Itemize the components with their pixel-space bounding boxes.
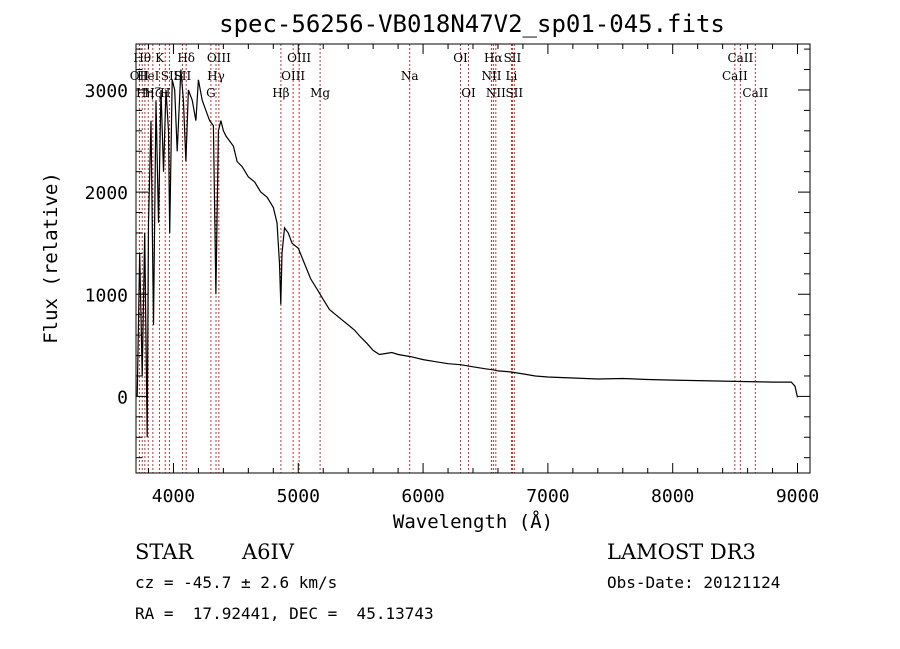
object-class: STAR <box>135 540 194 564</box>
spectral-line-markers <box>138 44 756 473</box>
y-axis-ticks: 0 1000 2000 3000 <box>85 48 810 459</box>
spectral-line-label-1: Hθ <box>133 51 151 65</box>
spectral-line-label-4: Hζ <box>144 86 161 100</box>
spectral-line-label-19: OI <box>461 86 476 100</box>
survey-name: LAMOST DR3 <box>607 540 756 564</box>
redshift-cz: cz = -45.7 ± 2.6 km/s <box>135 573 337 592</box>
spectral-line-label-6: H <box>160 86 170 100</box>
observation-date: Obs-Date: 20121124 <box>607 573 780 592</box>
spectral-line-labels: OIIHθHηHeIHζKHSIISIIHδGHγOIIIHβOIIIOIIIM… <box>130 51 769 100</box>
spectral-line-label-28: CaII <box>742 86 768 100</box>
spectral-line-label-27: CaII <box>727 51 753 65</box>
object-subclass: A6IV <box>241 540 295 564</box>
spectral-line-label-15: OIII <box>287 51 311 65</box>
spectral-line-label-3: HeI <box>137 69 160 83</box>
plot-frame <box>135 43 811 474</box>
spectrum-line <box>136 69 799 438</box>
spectral-line-label-20: NII <box>481 69 501 83</box>
spectral-line-label-17: Na <box>401 69 419 83</box>
x-tick-label-5: 9000 <box>776 486 819 507</box>
y-axis-label: Flux (relative) <box>40 172 62 344</box>
x-tick-label-0: 4000 <box>152 486 195 507</box>
x-axis-ticks: 4000 5000 6000 7000 8000 9000 <box>147 44 819 507</box>
spectral-line-label-23: Li <box>506 69 518 83</box>
x-tick-label-2: 6000 <box>401 486 444 507</box>
spectral-line-label-22: NII <box>486 86 506 100</box>
spectral-line-label-16: Mg <box>310 86 330 100</box>
spectral-line-label-10: G <box>206 86 216 100</box>
spectral-line-label-14: OIII <box>281 69 305 83</box>
spectral-line-label-24: SII <box>504 51 522 65</box>
spectral-line-label-11: Hγ <box>207 69 225 83</box>
spectral-line-label-9: Hδ <box>177 51 195 65</box>
spectral-line-label-12: OIII <box>207 51 231 65</box>
x-axis-label: Wavelength (Å) <box>393 510 553 533</box>
spectral-line-label-26: CaII <box>722 69 748 83</box>
spectral-line-label-18: OI <box>453 51 468 65</box>
spectral-line-label-8: SII <box>174 69 192 83</box>
spectral-line-label-7: SII <box>161 69 179 83</box>
x-tick-label-4: 8000 <box>651 486 694 507</box>
coordinates: RA = 17.92441, DEC = 45.13743 <box>135 604 434 623</box>
x-tick-label-1: 5000 <box>277 486 320 507</box>
spectral-line-label-13: Hβ <box>272 86 289 100</box>
spectral-line-label-0: OII <box>130 69 150 83</box>
y-tick-label-3: 3000 <box>85 81 128 102</box>
y-tick-label-2: 2000 <box>85 183 128 204</box>
chart-title: spec-56256-VB018N47V2_sp01-045.fits <box>219 10 725 38</box>
spectral-line-label-21: Hα <box>484 51 503 65</box>
spectral-line-label-25: SII <box>505 86 523 100</box>
y-tick-label-0: 0 <box>117 387 128 408</box>
y-tick-label-1: 1000 <box>85 285 128 306</box>
spectral-line-label-5: K <box>155 51 165 65</box>
x-tick-label-3: 7000 <box>526 486 569 507</box>
